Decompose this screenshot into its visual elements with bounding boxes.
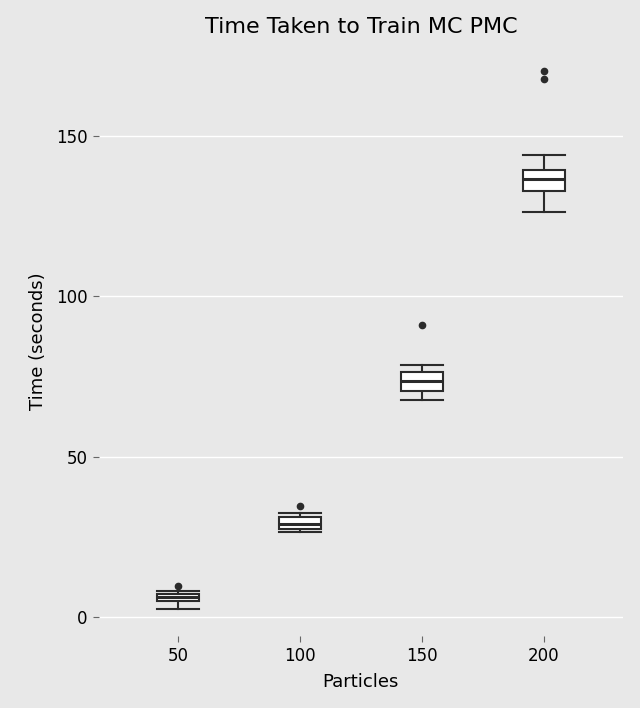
Title: Time Taken to Train MC PMC: Time Taken to Train MC PMC (205, 17, 517, 37)
PathPatch shape (157, 593, 199, 600)
PathPatch shape (523, 170, 565, 190)
X-axis label: Particles: Particles (323, 673, 399, 691)
Y-axis label: Time (seconds): Time (seconds) (29, 273, 47, 410)
PathPatch shape (278, 517, 321, 529)
PathPatch shape (401, 372, 444, 391)
